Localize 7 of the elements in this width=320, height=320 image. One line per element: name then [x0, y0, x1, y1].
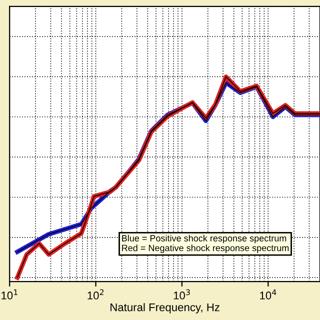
x-tick-label: 10$^{1}$	[2, 289, 18, 300]
x-tick-label: 10$^{3}$	[174, 289, 190, 300]
x-tick-label: 10$^{4}$	[260, 289, 276, 300]
annotation: Blue = Positive shock response spectrum	[122, 234, 286, 244]
x-axis-title: Natural Frequency, Hz	[110, 303, 220, 314]
x-tick-label: 10$^{2}$	[88, 289, 104, 300]
annotation: Red = Negative shock response spectrum	[122, 244, 289, 253]
